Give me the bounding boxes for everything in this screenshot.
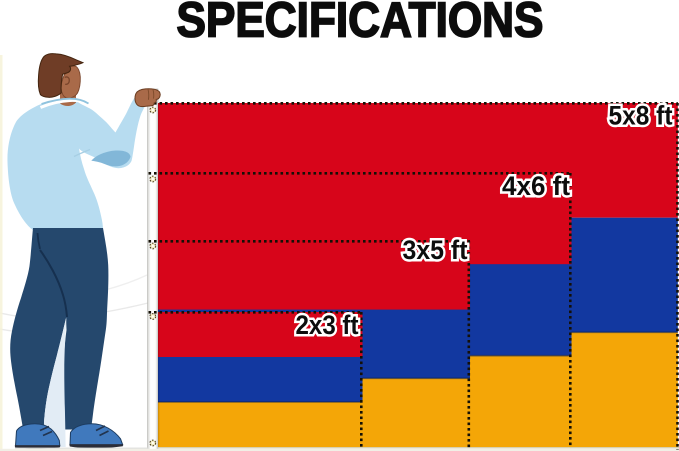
svg-text:3x5 ft: 3x5 ft [403,235,468,265]
svg-text:SPECIFICATIONS: SPECIFICATIONS [177,0,544,48]
svg-text:2x3 ft: 2x3 ft [296,310,359,340]
svg-text:4x6 ft: 4x6 ft [502,171,570,201]
svg-text:5x8 ft: 5x8 ft [609,100,673,130]
